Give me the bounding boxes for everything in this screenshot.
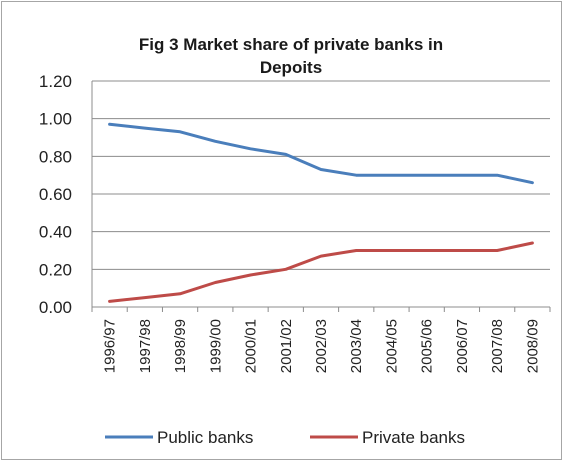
x-tick-label: 1997/98 xyxy=(137,319,154,373)
x-tick-label: 2003/04 xyxy=(348,319,365,373)
legend-label-private-banks: Private banks xyxy=(362,428,465,447)
y-tick-label: 1.00 xyxy=(39,110,72,129)
y-tick-label: 0.00 xyxy=(39,298,72,317)
axes xyxy=(91,81,551,312)
y-tick-label: 0.60 xyxy=(39,185,72,204)
legend: Public banks Private banks xyxy=(105,428,465,447)
y-tick-label: 1.20 xyxy=(39,72,72,91)
x-tick-label: 1999/00 xyxy=(207,319,224,373)
x-tick-label: 1998/99 xyxy=(172,319,189,373)
series-lines xyxy=(108,122,534,303)
legend-label-public-banks: Public banks xyxy=(157,428,253,447)
chart-title-line-1: Fig 3 Market share of private banks in xyxy=(139,35,443,54)
x-tick-label: 2008/09 xyxy=(524,319,541,373)
y-tick-label: 0.40 xyxy=(39,223,72,242)
x-tick-label: 2000/01 xyxy=(243,319,260,373)
series-line-1 xyxy=(108,241,534,303)
series-line-0 xyxy=(108,122,534,185)
x-tick-label: 2004/05 xyxy=(383,319,400,373)
x-axis-tick-labels: 1996/97 1997/98 1998/99 1999/00 2000/01 2001/… xyxy=(102,319,542,373)
x-tick-label: 1996/97 xyxy=(102,319,119,373)
y-tick-label: 0.80 xyxy=(39,147,72,166)
x-tick-label: 2006/07 xyxy=(454,319,471,373)
x-tick-label: 2002/03 xyxy=(313,319,330,373)
y-tick-label: 0.20 xyxy=(39,260,72,279)
y-axis-tick-labels: 0.00 0.20 0.40 0.60 0.80 1.00 1.20 xyxy=(39,72,72,317)
x-tick-label: 2001/02 xyxy=(278,319,295,373)
chart-title-line-2: Depoits xyxy=(260,58,322,77)
gridlines xyxy=(92,80,550,270)
x-tick-label: 2007/08 xyxy=(489,319,506,373)
x-tick-label: 2005/06 xyxy=(419,319,436,373)
